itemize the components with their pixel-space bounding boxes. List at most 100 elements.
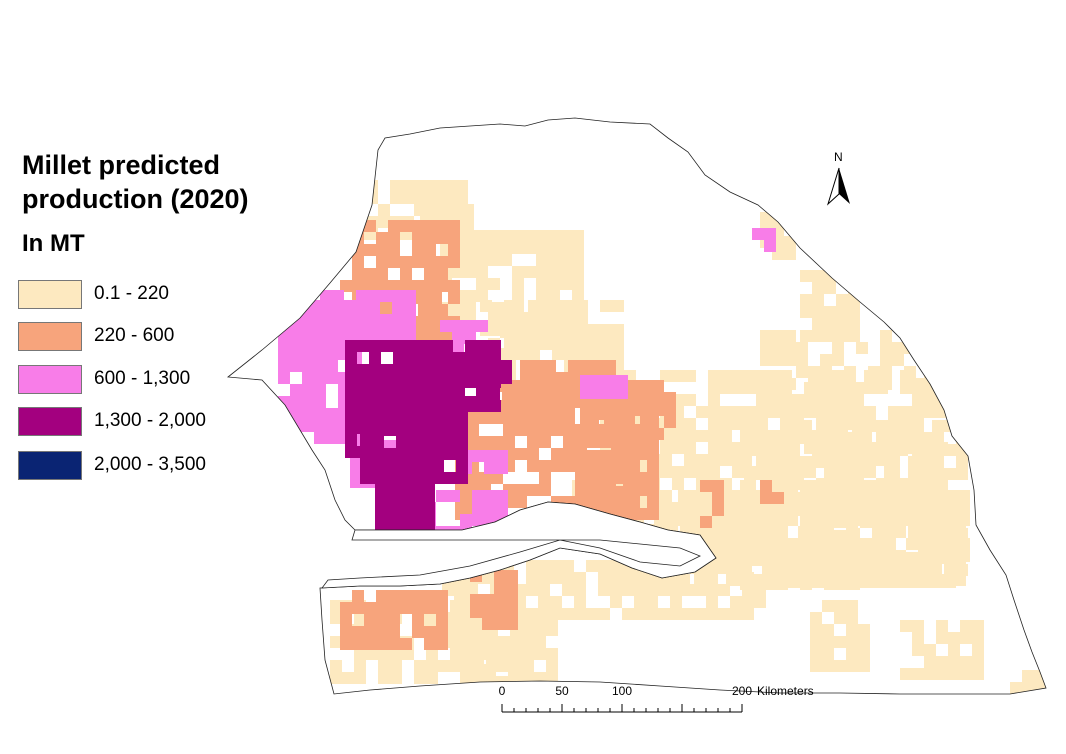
raster-cell bbox=[904, 378, 916, 390]
raster-cell bbox=[384, 448, 396, 460]
raster-cell bbox=[836, 420, 848, 432]
raster-cell bbox=[527, 448, 539, 460]
raster-cell bbox=[467, 412, 479, 424]
raster-cell bbox=[452, 372, 464, 384]
raster-cell bbox=[728, 524, 740, 536]
raster-cell bbox=[546, 648, 558, 660]
raster-cell bbox=[440, 360, 452, 372]
raster-cell bbox=[472, 450, 484, 462]
raster-cell bbox=[832, 342, 844, 354]
raster-cell bbox=[920, 564, 932, 576]
raster-cell bbox=[302, 324, 314, 336]
raster-cell bbox=[948, 632, 960, 644]
raster-cell bbox=[540, 324, 552, 336]
raster-cell bbox=[460, 664, 472, 676]
raster-cell bbox=[788, 576, 800, 588]
raster-cell bbox=[764, 530, 776, 542]
raster-cell bbox=[408, 400, 420, 412]
raster-cell bbox=[436, 614, 448, 626]
raster-cell bbox=[706, 572, 718, 584]
raster-cell bbox=[858, 648, 870, 660]
raster-cell bbox=[860, 576, 872, 588]
raster-cell bbox=[426, 612, 438, 624]
raster-cell bbox=[539, 472, 551, 484]
raster-cell bbox=[788, 456, 800, 468]
raster-cell bbox=[660, 370, 672, 382]
raster-cell bbox=[848, 444, 860, 456]
raster-cell bbox=[772, 492, 784, 504]
raster-cell bbox=[522, 660, 534, 672]
raster-cell bbox=[390, 192, 402, 204]
raster-cell bbox=[387, 506, 399, 518]
raster-cell bbox=[384, 412, 396, 424]
raster-cell bbox=[417, 376, 429, 388]
raster-cell bbox=[534, 672, 546, 684]
raster-cell bbox=[550, 560, 562, 572]
raster-cell bbox=[424, 256, 436, 268]
raster-cell bbox=[512, 230, 524, 242]
raster-cell bbox=[464, 290, 476, 302]
raster-cell bbox=[369, 364, 381, 376]
raster-cell bbox=[764, 444, 776, 456]
raster-cell bbox=[536, 278, 548, 290]
raster-cell bbox=[376, 614, 388, 626]
raster-cell bbox=[836, 504, 848, 516]
raster-cell bbox=[580, 387, 592, 399]
raster-cell bbox=[412, 256, 424, 268]
raster-cell bbox=[884, 516, 896, 528]
raster-cell bbox=[332, 302, 344, 314]
raster-cell bbox=[440, 372, 452, 384]
raster-cell bbox=[560, 278, 572, 290]
raster-cell bbox=[360, 400, 372, 412]
raster-cell bbox=[576, 312, 588, 324]
raster-cell bbox=[932, 444, 944, 456]
raster-cell bbox=[378, 216, 390, 228]
raster-cell bbox=[479, 412, 491, 424]
raster-cell bbox=[768, 394, 780, 406]
raster-cell bbox=[836, 530, 848, 542]
raster-cell bbox=[539, 424, 551, 436]
raster-cell bbox=[357, 388, 369, 400]
raster-cell bbox=[342, 672, 354, 684]
raster-cell bbox=[464, 254, 476, 266]
raster-cell bbox=[784, 342, 796, 354]
raster-cell bbox=[290, 408, 302, 420]
raster-cell bbox=[405, 376, 417, 388]
raster-cell bbox=[682, 608, 694, 620]
raster-cell bbox=[864, 466, 876, 478]
raster-cell bbox=[484, 462, 496, 474]
raster-cell bbox=[646, 596, 658, 608]
raster-cell bbox=[612, 336, 624, 348]
raster-cell bbox=[928, 366, 940, 378]
raster-cell bbox=[764, 516, 776, 528]
raster-cell bbox=[512, 242, 524, 254]
raster-cell bbox=[479, 436, 491, 448]
raster-cell bbox=[408, 424, 420, 436]
raster-cell bbox=[399, 506, 411, 518]
raster-cell bbox=[484, 450, 496, 462]
raster-cell bbox=[932, 420, 944, 432]
raster-cell bbox=[563, 424, 575, 436]
raster-cell bbox=[800, 516, 812, 528]
raster-cell bbox=[592, 474, 604, 486]
raster-cell bbox=[822, 636, 834, 648]
raster-cell bbox=[388, 638, 400, 650]
raster-cell bbox=[278, 420, 290, 432]
raster-cell bbox=[788, 540, 800, 552]
raster-cell bbox=[622, 572, 634, 584]
raster-cell bbox=[420, 180, 432, 192]
raster-cell bbox=[800, 578, 812, 590]
legend-item-class-2: 220 - 600 bbox=[18, 321, 174, 351]
raster-cell bbox=[740, 530, 752, 542]
raster-cell bbox=[958, 538, 970, 550]
raster-cell bbox=[752, 444, 764, 456]
raster-cell bbox=[494, 570, 506, 582]
raster-cell bbox=[378, 648, 390, 660]
raster-cell bbox=[376, 244, 388, 256]
raster-cell bbox=[504, 324, 516, 336]
raster-cell bbox=[408, 460, 420, 472]
raster-cell bbox=[800, 456, 812, 468]
legend-item-class-3: 600 - 1,300 bbox=[18, 364, 190, 394]
raster-cell bbox=[820, 354, 832, 366]
